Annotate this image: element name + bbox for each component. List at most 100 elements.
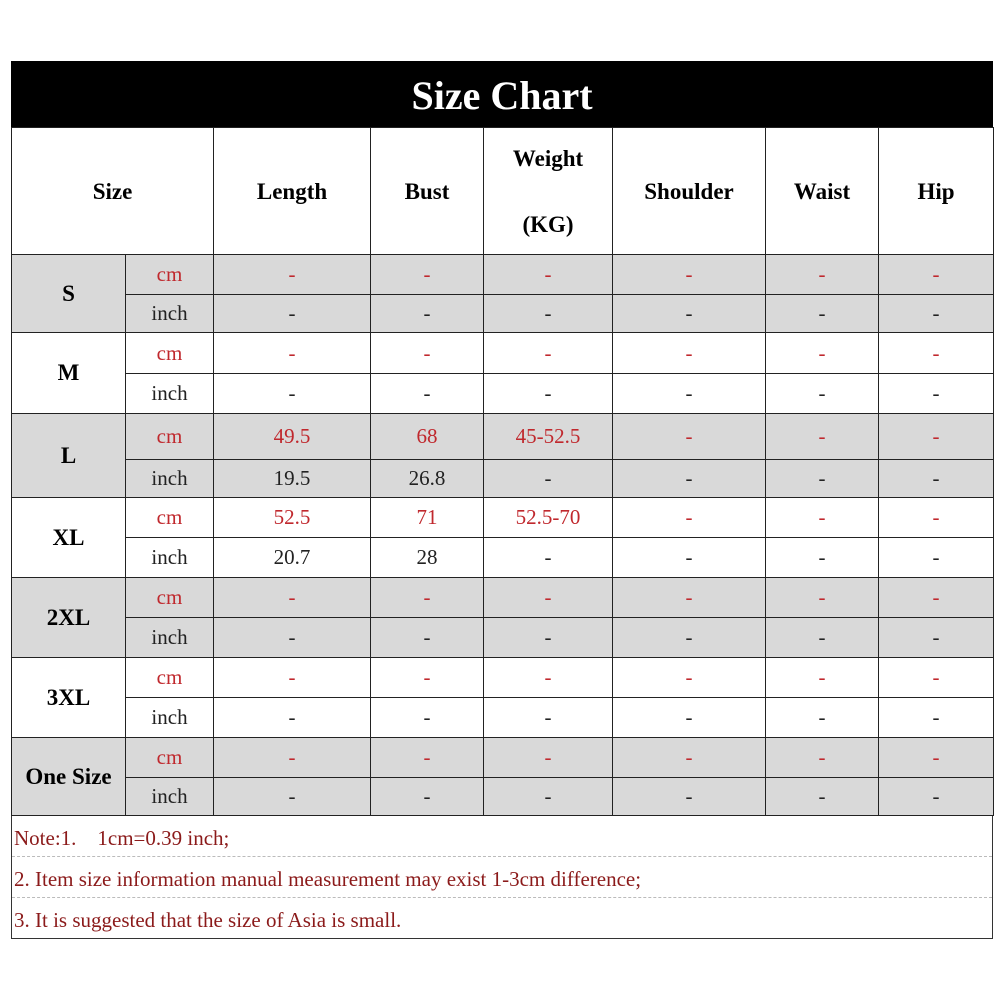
measurement-cell: -: [878, 332, 995, 374]
unit-label: inch: [124, 537, 215, 578]
measurement-cell: -: [878, 459, 995, 498]
measurement-cell: -: [483, 254, 614, 295]
table-row-inch: inch - - - - - -: [12, 294, 995, 333]
measurement-cell: -: [878, 294, 995, 333]
measurement-cell: -: [765, 254, 880, 295]
measurement-cell: -: [765, 294, 880, 333]
measurement-cell: -: [765, 413, 880, 460]
measurement-cell: -: [213, 737, 372, 778]
notes: Note:1. 1cm=0.39 inch; 2. Item size info…: [11, 816, 993, 939]
measurement-cell: -: [370, 577, 485, 618]
measurement-cell: -: [612, 332, 767, 374]
table-row-cm: 3XL cm - - - - - -: [11, 657, 995, 738]
measurement-cell: -: [213, 777, 372, 816]
measurement-cell: -: [878, 537, 995, 578]
unit-label: cm: [124, 577, 215, 618]
header-weight: Weight (KG): [483, 127, 614, 255]
measurement-cell: -: [765, 577, 880, 618]
measurement-cell: -: [878, 577, 995, 618]
header-bust: Bust: [370, 127, 485, 255]
table-row-inch: inch - - - - - -: [12, 373, 995, 414]
measurement-cell: -: [370, 697, 485, 738]
measurement-cell: -: [612, 294, 767, 333]
measurement-cell: -: [612, 413, 767, 460]
header-weight-line1: Weight: [512, 145, 584, 171]
measurement-cell: -: [213, 617, 372, 658]
measurement-cell: 71: [370, 497, 485, 538]
measurement-cell: -: [765, 459, 880, 498]
measurement-cell: -: [765, 617, 880, 658]
measurement-cell: -: [483, 577, 614, 618]
measurement-cell: -: [370, 373, 485, 414]
measurement-cell: -: [765, 497, 880, 538]
measurement-cell: -: [213, 332, 372, 374]
measurement-cell: -: [878, 657, 995, 698]
table-row-cm: One Size cm - - - - - -: [11, 737, 995, 816]
size-label: L: [11, 413, 126, 498]
unit-label: cm: [124, 254, 215, 295]
measurement-cell: -: [612, 657, 767, 698]
unit-label: cm: [124, 413, 215, 460]
measurement-cell: -: [765, 537, 880, 578]
measurement-cell: -: [213, 697, 372, 738]
size-label: XL: [11, 497, 126, 578]
measurement-cell: -: [878, 697, 995, 738]
measurement-cell: -: [765, 697, 880, 738]
measurement-cell: -: [612, 459, 767, 498]
measurement-cell: -: [483, 777, 614, 816]
unit-label: inch: [124, 459, 215, 498]
measurement-cell: -: [878, 413, 995, 460]
size-label: 2XL: [11, 577, 126, 658]
measurement-cell: -: [370, 737, 485, 778]
size-label: S: [11, 254, 126, 333]
size-chart: Size Chart Size Length Bust Weight (KG) S…: [10, 61, 995, 939]
measurement-cell: -: [483, 294, 614, 333]
measurement-cell: -: [765, 777, 880, 816]
measurement-cell: -: [878, 373, 995, 414]
measurement-cell: -: [612, 777, 767, 816]
measurement-cell: -: [612, 497, 767, 538]
measurement-cell: -: [213, 254, 372, 295]
measurement-cell: -: [213, 373, 372, 414]
size-label: 3XL: [11, 657, 126, 738]
measurement-cell: 52.5: [213, 497, 372, 538]
measurement-cell: -: [878, 497, 995, 538]
header-weight-line2: (KG): [522, 211, 574, 237]
table-row-inch: inch - - - - - -: [12, 617, 995, 658]
unit-label: inch: [124, 373, 215, 414]
measurement-cell: -: [765, 657, 880, 698]
unit-label: cm: [124, 737, 215, 778]
unit-label: inch: [124, 617, 215, 658]
unit-label: cm: [124, 657, 215, 698]
header-shoulder: Shoulder: [612, 127, 767, 255]
size-label: One Size: [11, 737, 126, 816]
table-row-cm: 2XL cm - - - - - -: [11, 577, 995, 658]
size-label: M: [11, 332, 126, 414]
measurement-cell: -: [213, 657, 372, 698]
measurement-cell: -: [612, 577, 767, 618]
measurement-cell: -: [612, 737, 767, 778]
measurement-cell: -: [370, 254, 485, 295]
measurement-cell: 68: [370, 413, 485, 460]
measurement-cell: 28: [370, 537, 485, 578]
unit-label: inch: [124, 294, 215, 333]
size-table: Size Length Bust Weight (KG) Shoulder Wai…: [10, 127, 995, 816]
table-row-inch: inch 19.5 26.8- - - -: [12, 459, 995, 498]
measurement-cell: -: [765, 373, 880, 414]
measurement-cell: -: [765, 737, 880, 778]
measurement-cell: 45-52.5: [483, 413, 614, 460]
measurement-cell: -: [878, 254, 995, 295]
measurement-cell: -: [213, 577, 372, 618]
header-row: Size Length Bust Weight (KG) Shoulder Wai…: [10, 127, 995, 255]
measurement-cell: -: [370, 777, 485, 816]
measurement-cell: -: [370, 332, 485, 374]
unit-label: cm: [124, 497, 215, 538]
table-row-cm: XL cm 52.5 71 52.5-70- - -: [11, 497, 995, 578]
measurement-cell: -: [612, 617, 767, 658]
unit-label: cm: [124, 332, 215, 374]
measurement-cell: -: [878, 617, 995, 658]
measurement-cell: -: [612, 537, 767, 578]
measurement-cell: -: [483, 737, 614, 778]
